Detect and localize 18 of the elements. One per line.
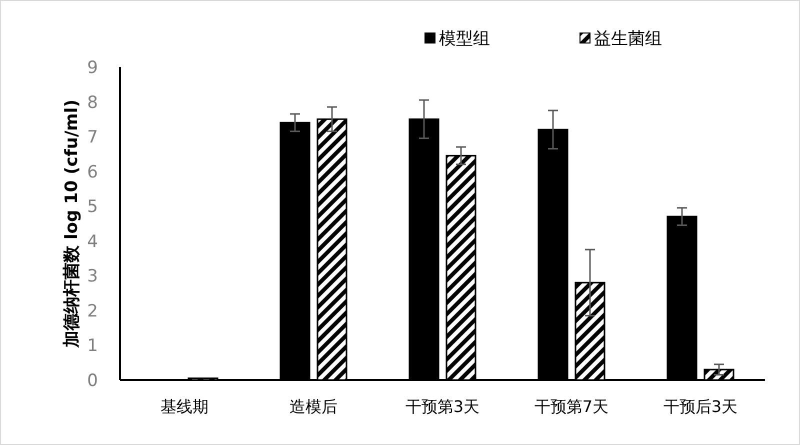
legend-label: 益生菌组 bbox=[594, 29, 662, 49]
x-tick-label: 干预第3天 bbox=[405, 397, 480, 416]
y-tick-label: 1 bbox=[87, 336, 98, 356]
legend-label: 模型组 bbox=[439, 29, 490, 49]
y-tick-label: 8 bbox=[87, 92, 98, 113]
x-tick-label: 干预后3天 bbox=[663, 397, 738, 416]
y-tick-label: 4 bbox=[87, 232, 98, 252]
y-tick-label: 2 bbox=[87, 301, 98, 322]
x-tick-label: 造模后 bbox=[290, 397, 338, 416]
y-tick-label: 9 bbox=[87, 58, 98, 78]
y-tick-label: 7 bbox=[87, 128, 98, 148]
y-tick-label: 3 bbox=[87, 266, 98, 287]
y-tick-label: 5 bbox=[87, 197, 98, 218]
y-tick-label: 6 bbox=[87, 162, 98, 182]
y-axis-title: 加德纳杆菌数 log 10 (cfu/ml) bbox=[62, 100, 82, 348]
x-tick-label: 干预第7天 bbox=[534, 397, 609, 416]
x-tick-label: 基线期 bbox=[160, 397, 208, 416]
y-tick-label: 0 bbox=[87, 371, 98, 391]
